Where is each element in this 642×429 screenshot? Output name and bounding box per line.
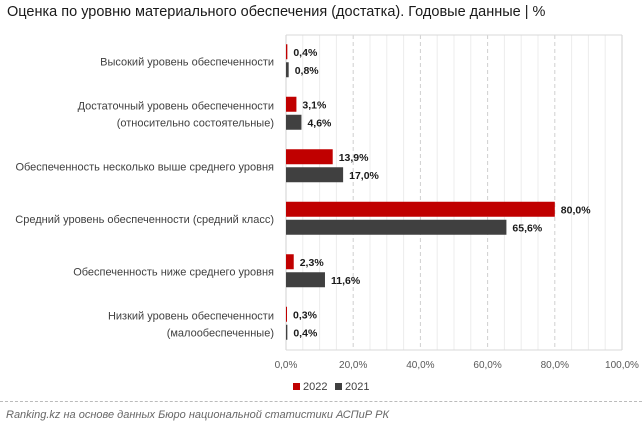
bar-2021: [286, 272, 325, 288]
bar-2022: [286, 44, 288, 60]
data-label-2022: 3,1%: [302, 99, 327, 111]
data-label-2022: 2,3%: [300, 257, 325, 269]
data-label-2022: 0,3%: [293, 309, 318, 321]
data-label-2022: 13,9%: [339, 152, 369, 164]
bar-2022: [286, 96, 297, 112]
bar-2021: [286, 219, 507, 235]
data-label-2021: 65,6%: [512, 222, 542, 234]
category-label: (малообеспеченные): [167, 327, 274, 339]
legend-label-2021: 2021: [345, 381, 369, 393]
bar-2022: [286, 306, 288, 322]
data-label-2021: 17,0%: [349, 170, 379, 182]
legend-label-2022: 2022: [303, 381, 327, 393]
bar-2021: [286, 62, 289, 78]
category-label: Обеспеченность несколько выше среднего у…: [15, 161, 274, 173]
data-label-2022: 0,4%: [293, 47, 318, 59]
x-tick-label: 60,0%: [473, 360, 501, 371]
category-label: Обеспеченность ниже среднего уровня: [73, 266, 274, 278]
bar-2022: [286, 149, 333, 165]
legend-swatch-2022: [293, 383, 300, 390]
bar-2022: [286, 254, 294, 270]
data-label-2021: 11,6%: [331, 275, 361, 287]
x-tick-label: 0,0%: [275, 360, 298, 371]
divider: [0, 401, 642, 402]
data-label-2022: 80,0%: [561, 204, 591, 216]
x-tick-label: 40,0%: [406, 360, 434, 371]
bar-chart: 0,0% 20,0% 40,0% 60,0% 80,0% 100,0% Высокий ур…: [15, 34, 639, 393]
category-label: Высокий уровень обеспеченности: [100, 56, 274, 68]
chart-title: Оценка по уровню материального обеспечен…: [7, 4, 546, 20]
bar-2021: [286, 324, 288, 340]
data-label-2021: 0,4%: [293, 327, 318, 339]
x-tick-label: 100,0%: [605, 360, 639, 371]
bar-2022: [286, 201, 555, 217]
x-tick-label: 20,0%: [339, 360, 367, 371]
bar-2021: [286, 114, 302, 130]
bar-2021: [286, 167, 344, 183]
category-label: Достаточный уровень обеспеченности: [78, 100, 274, 112]
category-label: Средний уровень обеспеченности (средний …: [15, 214, 274, 226]
category-label: Низкий уровень обеспеченности: [108, 310, 274, 322]
data-label-2021: 0,8%: [295, 65, 320, 77]
source-footer: Ranking.kz на основе данных Бюро национа…: [6, 409, 389, 421]
category-label: (относительно состоятельные): [117, 117, 274, 129]
legend-swatch-2021: [335, 383, 342, 390]
x-tick-label: 80,0%: [541, 360, 569, 371]
data-label-2021: 4,6%: [307, 117, 332, 129]
